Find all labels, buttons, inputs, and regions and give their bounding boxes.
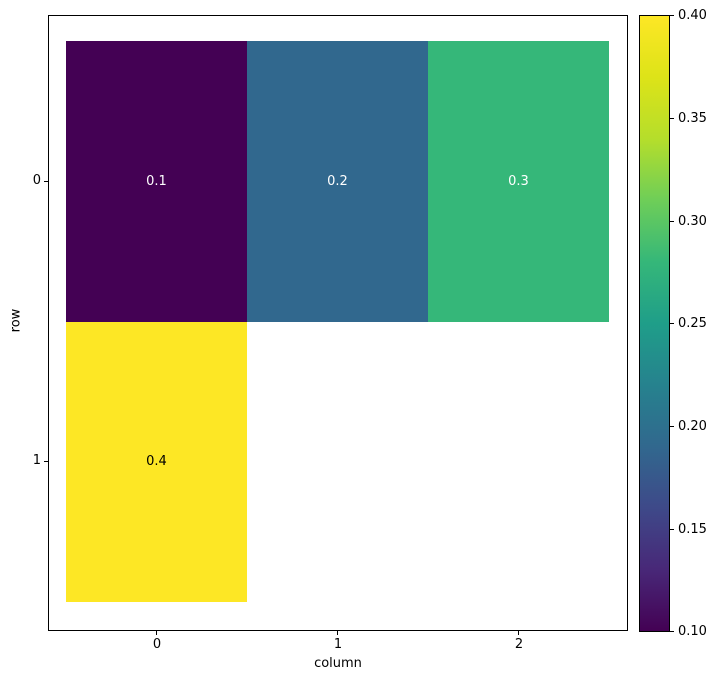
y-tick-mark — [44, 461, 48, 463]
cell-annotation: 0.2 — [327, 173, 348, 189]
heatmap-cell-r1c0: 0.4 — [66, 321, 247, 602]
heatmap-cell-r0c1: 0.2 — [247, 41, 428, 322]
colorbar-tick-mark — [670, 426, 674, 428]
y-tick-mark — [44, 181, 48, 183]
colorbar — [639, 15, 670, 632]
colorbar-tick-label: 0.30 — [678, 214, 707, 229]
colorbar-tick-label: 0.20 — [678, 419, 707, 434]
colorbar-tick-label: 0.40 — [678, 8, 707, 23]
x-tick-label: 0 — [152, 637, 162, 652]
colorbar-tick-mark — [670, 15, 674, 17]
cell-annotation: 0.3 — [508, 173, 529, 189]
x-tick-mark — [518, 631, 520, 635]
colorbar-tick-mark — [670, 118, 674, 120]
heatmap-cell-r0c0: 0.1 — [66, 41, 247, 322]
cell-annotation: 0.4 — [146, 454, 167, 470]
y-tick-label: 0 — [32, 173, 41, 188]
colorbar-tick-mark — [670, 631, 674, 633]
x-tick-mark — [156, 631, 158, 635]
colorbar-tick-label: 0.10 — [678, 624, 707, 639]
heatmap-cell-r0c2: 0.3 — [428, 41, 609, 322]
colorbar-tick-mark — [670, 221, 674, 223]
colorbar-tick-label: 0.25 — [678, 316, 707, 331]
y-axis-label: row — [8, 308, 24, 333]
colorbar-tick-label: 0.15 — [678, 522, 707, 537]
heatmap-cells: 0.1 0.2 0.3 0.4 — [66, 41, 609, 602]
colorbar-tick-mark — [670, 323, 674, 325]
colorbar-tick-mark — [670, 529, 674, 531]
x-tick-label: 2 — [514, 637, 524, 652]
y-tick-label: 1 — [32, 453, 41, 468]
x-tick-label: 1 — [333, 637, 343, 652]
cell-annotation: 0.1 — [146, 173, 167, 189]
x-axis-label: column — [314, 656, 362, 671]
colorbar-tick-label: 0.35 — [678, 111, 707, 126]
x-tick-mark — [337, 631, 339, 635]
colorbar-gradient — [640, 16, 669, 631]
